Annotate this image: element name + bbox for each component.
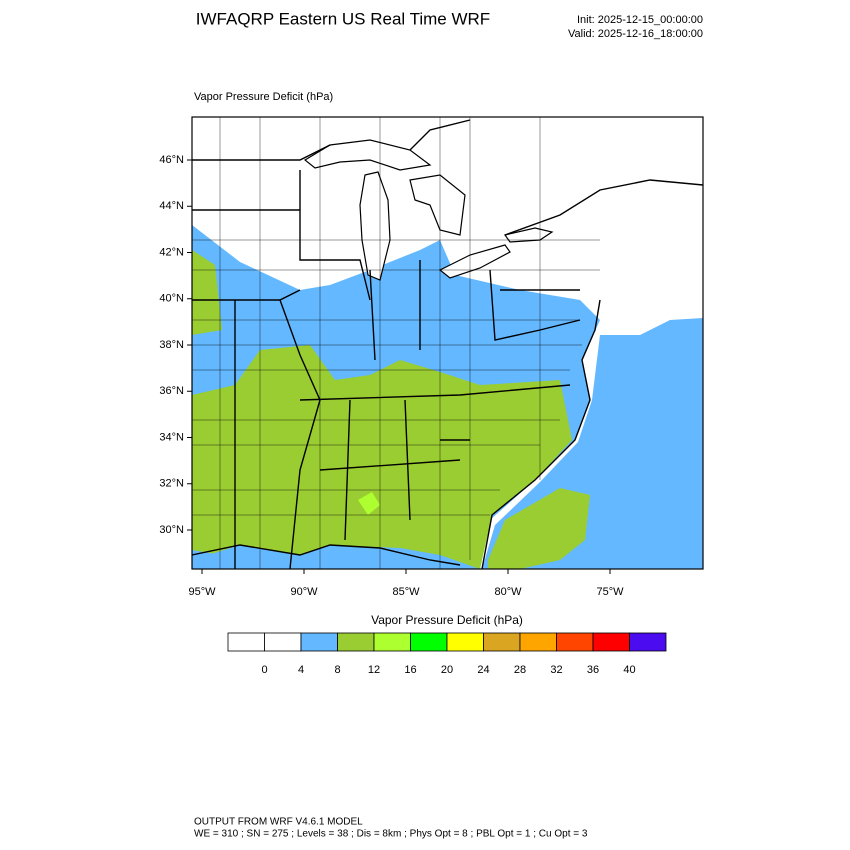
lon-label: 90°W [290,586,318,598]
title: IWFAQRP Eastern US Real Time WRF [196,9,490,28]
valid-time: Valid: 2025-12-16_18:00:00 [568,28,703,40]
footer-line: WE = 310 ; SN = 275 ; Levels = 38 ; Dis … [194,829,588,840]
lat-label: 38°N [159,339,184,351]
lat-label: 42°N [159,246,184,258]
vpd-12-16-patch [358,492,380,515]
lake-ontario [503,227,554,243]
lake-huron [409,174,466,236]
footer-line: OUTPUT FROM WRF V4.6.1 MODEL [194,817,363,828]
colorbar-tick-label: 16 [404,664,416,676]
lon-label: 80°W [494,586,522,598]
lat-label: 36°N [159,385,184,397]
colorbar-box [592,632,630,652]
colorbar-tick-label: 32 [550,664,562,676]
lon-label: 85°W [392,586,420,598]
map [191,116,704,570]
lat-label: 32°N [159,478,184,490]
vpd-4-8-gulf [192,545,450,569]
lat-label: 44°N [159,200,184,212]
init-time: Init: 2025-12-15_00:00:00 [577,14,703,26]
colorbar-box [483,632,521,652]
colorbar-tick-label: 20 [441,664,453,676]
colorbar-box [519,632,557,652]
colorbar-tick-label: 24 [477,664,489,676]
colorbar-box [300,632,338,652]
county-grid [192,117,600,569]
colorbar-box [446,632,484,652]
map-frame [191,116,704,570]
vpd-8-12-south [192,345,572,569]
colorbar-tick-label: 28 [514,664,526,676]
colorbar-box [227,632,265,652]
colorbar-tick-label: 0 [261,664,267,676]
colorbar-tick-label: 12 [368,664,380,676]
lon-label: 75°W [596,586,624,598]
colorbar-title: Vapor Pressure Deficit (hPa) [371,613,523,627]
colorbar-box [556,632,594,652]
lat-label: 46°N [159,154,184,166]
colorbar: 0 4 8 12 16 20 24 28 32 36 40 [227,632,667,676]
lon-label: 95°W [188,586,216,598]
vpd-8-12-land [192,250,222,335]
lon-labels: 95°W 90°W 85°W 80°W 75°W [188,569,624,598]
colorbar-box [629,632,667,652]
map-subtitle: Vapor Pressure Deficit (hPa) [194,91,333,103]
lat-label: 34°N [159,431,184,443]
coastline [192,299,601,569]
colorbar-box [373,632,411,652]
colorbar-tick-label: 40 [623,664,635,676]
colorbar-box [264,632,302,652]
colorbar-box [410,632,448,652]
colorbar-tick-label: 8 [334,664,340,676]
colorbar-box [337,632,375,652]
lat-label: 40°N [159,293,184,305]
colorbar-tick-label: 4 [298,664,304,676]
canada-border [192,119,703,236]
lat-labels: 46°N 44°N 42°N 40°N 38°N 36°N 34°N 32°N 30°N [159,154,192,536]
vpd-8-12-ocean [488,488,590,569]
lat-label: 30°N [159,524,184,536]
lake-superior [303,139,432,171]
colorbar-tick-label: 36 [587,664,599,676]
